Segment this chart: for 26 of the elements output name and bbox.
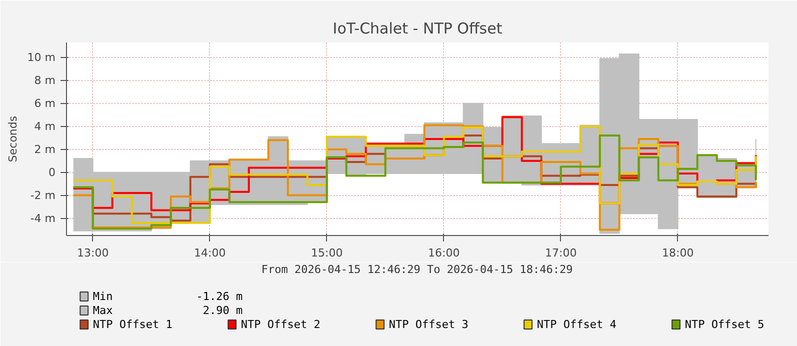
legend-label: NTP Offset 4 (536, 318, 617, 331)
text: 2.90 m (202, 304, 244, 317)
y-tick-label: 2 m (34, 142, 56, 156)
legend-label: Min (92, 290, 113, 303)
text: -1.26 m (196, 290, 244, 303)
x-tick-label: 18:00 (662, 246, 694, 260)
y-tick-label: 10 m (27, 50, 56, 64)
chart-title: IoT-Chalet - NTP Offset (332, 20, 502, 38)
y-tick-label: -2 m (30, 188, 56, 202)
x-tick-label: 15:00 (311, 246, 343, 260)
legend-label: NTP Offset 1 (92, 318, 172, 331)
y-tick-label: 8 m (34, 74, 56, 87)
x-tick-label: 17:00 (545, 246, 577, 260)
y-tick-label: 6 m (34, 96, 56, 110)
legend-label: NTP Offset 5 (684, 318, 764, 331)
legend-label: NTP Offset 3 (388, 318, 468, 331)
y-axis-title: Seconds (6, 116, 20, 162)
y-tick-label: -4 m (30, 212, 56, 225)
x-tick-label: 14:00 (194, 246, 226, 260)
y-tick-label: 4 m (34, 120, 56, 133)
text: From 2026-04-15 12:46:29 To 2026-04-15 18:46:29 (261, 263, 573, 276)
legend-label: NTP Offset 2 (240, 318, 320, 331)
legend-label: Max (92, 304, 114, 317)
y-tick-label: 0 (48, 166, 56, 179)
x-tick-label: 13:00 (77, 246, 109, 260)
x-tick-label: 16:00 (428, 246, 460, 260)
